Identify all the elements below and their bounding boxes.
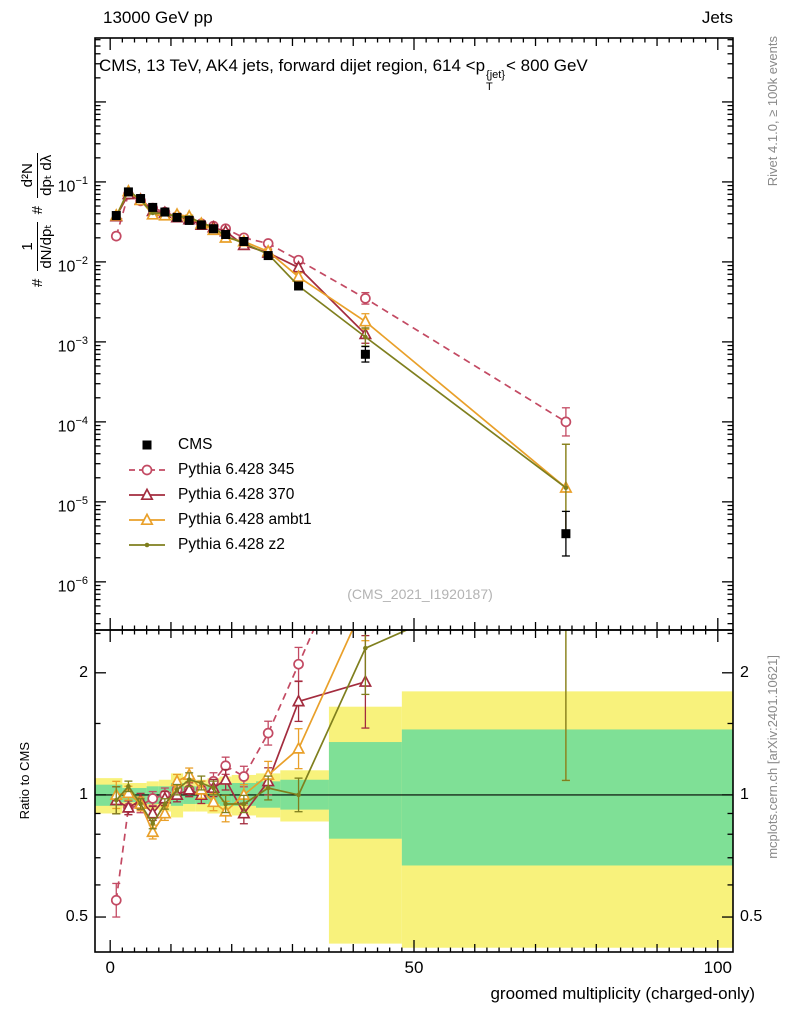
legend-marker-triangle-icon (129, 487, 165, 500)
rivet-version-note: Rivet 4.1.0, ≥ 100k events (765, 36, 780, 187)
x-tick-label: 50 (404, 958, 424, 977)
x-tick-label: 100 (703, 958, 732, 977)
pt-sub-sup: {jet} T (486, 69, 506, 93)
y-tick-label: 10−6 (57, 574, 88, 596)
legend: CMS Pythia 6.428 345 Pythia 6.428 370 Pythi… (127, 432, 312, 557)
legend-item: CMS (127, 432, 312, 457)
ratio-tick-label-left: 2 (79, 663, 88, 681)
legend-label: Pythia 6.428 z2 (178, 535, 285, 553)
legend-item: Pythia 6.428 ambt1 (127, 507, 312, 532)
legend-item: Pythia 6.428 370 (127, 482, 312, 507)
y-tick-label: 10−4 (57, 414, 88, 436)
x-axis-label: groomed multiplicity (charged-only) (490, 984, 755, 1003)
y-tick-label: 10−3 (57, 334, 88, 356)
hash-symbol: # (28, 278, 46, 287)
legend-marker-triangle-icon (129, 512, 165, 525)
x-tick-label: 0 (105, 958, 115, 977)
ratio-tick-label-right: 2 (740, 663, 749, 681)
plot-title: CMS, 13 TeV, AK4 jets, forward dijet reg… (99, 56, 588, 93)
mcplots-attribution: mcplots.cern.ch [arXiv:2401.10621] (765, 655, 780, 859)
legend-item: Pythia 6.428 z2 (127, 532, 312, 557)
legend-label: Pythia 6.428 345 (178, 460, 295, 478)
ratio-axis-label: Ratio to CMS (17, 742, 32, 820)
legend-label: Pythia 6.428 ambt1 (178, 510, 312, 528)
plot-title-text: CMS, 13 TeV, AK4 jets, forward dijet reg… (99, 56, 486, 75)
ratio-tick-label-right: 0.5 (740, 908, 763, 926)
pt-subscript: T (486, 80, 493, 93)
pt-superscript: {jet} (486, 69, 506, 81)
legend-marker-circle-icon (129, 464, 165, 475)
y-tick-label: 10−1 (57, 174, 88, 196)
y-tick-label: 10−5 (57, 494, 88, 516)
legend-label: Pythia 6.428 370 (178, 485, 295, 503)
analysis-id-watermark: (CMS_2021_I1920187) (347, 586, 493, 602)
ratio-tick-label-left: 1 (79, 785, 88, 803)
analysis-group-label: Jets (701, 8, 733, 27)
legend-item: Pythia 6.428 345 (127, 457, 312, 482)
ratio-tick-label-left: 0.5 (65, 908, 88, 926)
legend-label: CMS (178, 435, 213, 453)
legend-marker-square-icon (142, 440, 152, 449)
y-axis-label: # 1 dN/dpₜ # d²N dpₜ dλ (14, 9, 60, 287)
y-tick-label: 10−2 (57, 254, 88, 276)
hash-symbol: # (28, 205, 46, 215)
ratio-tick-label-right: 1 (740, 785, 749, 803)
plot-title-suffix: < 800 GeV (506, 56, 588, 75)
legend-marker-dot-icon (129, 542, 165, 547)
beam-energy-label: 13000 GeV pp (103, 8, 213, 27)
